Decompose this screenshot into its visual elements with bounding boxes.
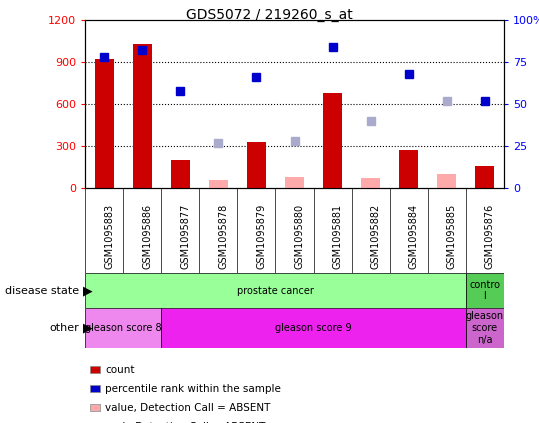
Text: gleason
score
n/a: gleason score n/a <box>466 311 504 345</box>
Text: value, Detection Call = ABSENT: value, Detection Call = ABSENT <box>105 403 271 413</box>
Bar <box>285 177 304 188</box>
Bar <box>161 308 466 348</box>
Bar <box>171 160 190 188</box>
Bar <box>94 59 114 188</box>
Text: GSM1095881: GSM1095881 <box>333 203 343 269</box>
Text: prostate cancer: prostate cancer <box>237 286 314 296</box>
Bar <box>437 174 457 188</box>
Text: GDS5072 / 219260_s_at: GDS5072 / 219260_s_at <box>186 8 353 22</box>
Text: count: count <box>105 365 135 375</box>
Text: GSM1095879: GSM1095879 <box>257 203 266 269</box>
Bar <box>466 308 504 348</box>
Bar <box>466 273 504 308</box>
Text: rank, Detection Call = ABSENT: rank, Detection Call = ABSENT <box>105 422 266 423</box>
Text: GSM1095884: GSM1095884 <box>409 203 419 269</box>
Bar <box>133 44 151 188</box>
Text: GSM1095876: GSM1095876 <box>485 203 495 269</box>
Text: contro
l: contro l <box>469 280 500 301</box>
Bar <box>209 180 228 188</box>
Text: GSM1095882: GSM1095882 <box>371 203 381 269</box>
Bar <box>247 142 266 188</box>
Text: GSM1095886: GSM1095886 <box>142 203 152 269</box>
Text: GSM1095880: GSM1095880 <box>294 203 305 269</box>
Text: GSM1095883: GSM1095883 <box>104 203 114 269</box>
Text: GSM1095885: GSM1095885 <box>447 203 457 269</box>
Text: GSM1095877: GSM1095877 <box>180 203 190 269</box>
Text: other: other <box>50 323 79 333</box>
Text: ▶: ▶ <box>82 284 92 297</box>
Bar <box>361 178 380 188</box>
Bar <box>85 308 161 348</box>
Text: gleason score 8: gleason score 8 <box>85 323 161 333</box>
Text: percentile rank within the sample: percentile rank within the sample <box>105 384 281 394</box>
Text: disease state: disease state <box>5 286 79 296</box>
Bar <box>475 165 494 188</box>
Text: ▶: ▶ <box>82 321 92 335</box>
Bar <box>399 150 418 188</box>
Text: gleason score 9: gleason score 9 <box>275 323 352 333</box>
Bar <box>323 93 342 188</box>
Text: GSM1095878: GSM1095878 <box>218 203 229 269</box>
